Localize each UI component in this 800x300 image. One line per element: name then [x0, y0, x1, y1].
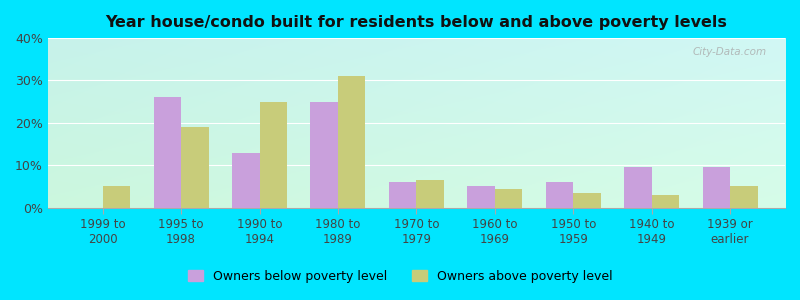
Bar: [389, 182, 416, 208]
Bar: [232, 152, 259, 208]
Text: City-Data.com: City-Data.com: [693, 46, 766, 57]
Bar: [102, 186, 130, 208]
Bar: [181, 127, 209, 208]
Bar: [467, 186, 495, 208]
Bar: [574, 193, 601, 208]
Bar: [546, 182, 574, 208]
Bar: [416, 180, 444, 208]
Legend: Owners below poverty level, Owners above poverty level: Owners below poverty level, Owners above…: [182, 265, 618, 288]
Bar: [702, 167, 730, 208]
Bar: [259, 102, 287, 208]
Title: Year house/condo built for residents below and above poverty levels: Year house/condo built for residents bel…: [106, 15, 727, 30]
Bar: [154, 98, 181, 208]
Bar: [338, 76, 366, 208]
Bar: [652, 195, 679, 208]
Bar: [495, 188, 522, 208]
Bar: [310, 102, 338, 208]
Bar: [730, 186, 758, 208]
Bar: [624, 167, 652, 208]
